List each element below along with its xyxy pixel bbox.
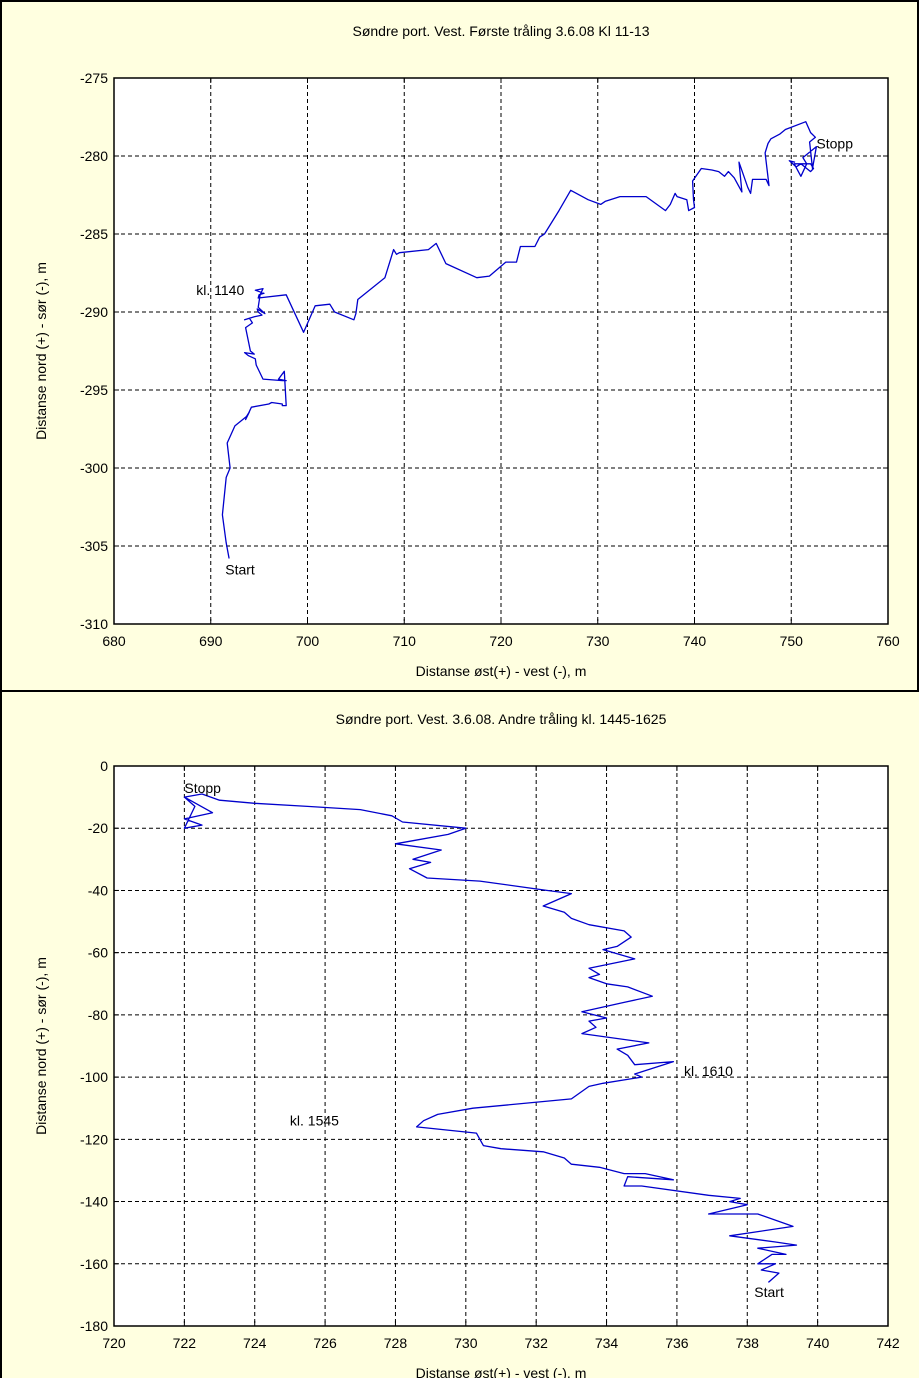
- y-tick-label: -120: [80, 1131, 108, 1147]
- y-tick-label: 0: [100, 758, 108, 774]
- y-tick-label: -100: [80, 1069, 108, 1085]
- x-tick-label: 690: [199, 633, 223, 649]
- y-axis-label: Distanse nord (+) - sør (-), m: [33, 957, 49, 1135]
- plot-area: [114, 766, 888, 1326]
- y-tick-label: -20: [88, 820, 108, 836]
- annotation-label: kl. 1545: [290, 1113, 339, 1129]
- x-tick-label: 680: [102, 633, 126, 649]
- annotation-label: kl. 1140: [196, 282, 244, 298]
- annotation-label: Stopp: [816, 136, 853, 152]
- x-tick-label: 728: [384, 1335, 408, 1351]
- y-tick-label: -300: [80, 460, 108, 476]
- y-tick-label: -180: [80, 1318, 108, 1334]
- chart-panel-second-trawl: Søndre port. Vest. 3.6.08. Andre tråling…: [0, 690, 919, 1378]
- annotation-label: kl. 1610: [684, 1063, 733, 1079]
- annotation-label: Start: [754, 1284, 784, 1300]
- plot-frame: [113, 765, 889, 1327]
- x-tick-label: 722: [173, 1335, 197, 1351]
- y-tick-label: -40: [88, 882, 108, 898]
- y-tick-label: -280: [80, 148, 108, 164]
- y-tick-label: -80: [88, 1007, 108, 1023]
- x-tick-label: 734: [595, 1335, 619, 1351]
- chart-title: Søndre port. Vest. Første tråling 3.6.08…: [353, 23, 650, 39]
- x-tick-label: 710: [393, 633, 417, 649]
- y-tick-label: -285: [80, 226, 108, 242]
- x-tick-label: 730: [586, 633, 610, 649]
- x-tick-label: 738: [736, 1335, 760, 1351]
- annotation-label: Stopp: [184, 780, 221, 796]
- annotation-label: Start: [225, 561, 255, 577]
- y-axis-label: Distanse nord (+) - sør (-), m: [33, 262, 49, 440]
- y-tick-label: -295: [80, 382, 108, 398]
- x-tick-label: 760: [876, 633, 900, 649]
- y-tick-label: -140: [80, 1194, 108, 1210]
- x-tick-label: 740: [806, 1335, 830, 1351]
- x-tick-label: 742: [876, 1335, 900, 1351]
- chart-first-trawl: Søndre port. Vest. Første tråling 3.6.08…: [33, 23, 900, 679]
- y-tick-label: -290: [80, 304, 108, 320]
- x-axis-label: Distanse øst(+) - vest (-), m: [416, 663, 587, 679]
- x-axis-label: Distanse øst(+) - vest (-), m: [416, 1365, 587, 1378]
- x-tick-label: 736: [665, 1335, 689, 1351]
- x-tick-label: 732: [525, 1335, 549, 1351]
- chart-second-trawl: Søndre port. Vest. 3.6.08. Andre tråling…: [33, 711, 900, 1378]
- x-tick-label: 720: [489, 633, 513, 649]
- y-tick-label: -60: [88, 945, 108, 961]
- track-line: [221, 121, 818, 559]
- y-tick-label: -160: [80, 1256, 108, 1272]
- x-tick-label: 720: [102, 1335, 126, 1351]
- x-tick-label: 740: [683, 633, 707, 649]
- chart-title: Søndre port. Vest. 3.6.08. Andre tråling…: [336, 711, 667, 727]
- y-tick-label: -275: [80, 70, 108, 86]
- chart-panel-first-trawl: Søndre port. Vest. Første tråling 3.6.08…: [0, 0, 919, 690]
- x-tick-label: 724: [243, 1335, 267, 1351]
- y-tick-label: -305: [80, 538, 108, 554]
- y-tick-label: -310: [80, 616, 108, 632]
- x-tick-label: 700: [296, 633, 320, 649]
- x-tick-label: 750: [780, 633, 804, 649]
- x-tick-label: 726: [313, 1335, 337, 1351]
- track-line: [183, 793, 798, 1283]
- x-tick-label: 730: [454, 1335, 478, 1351]
